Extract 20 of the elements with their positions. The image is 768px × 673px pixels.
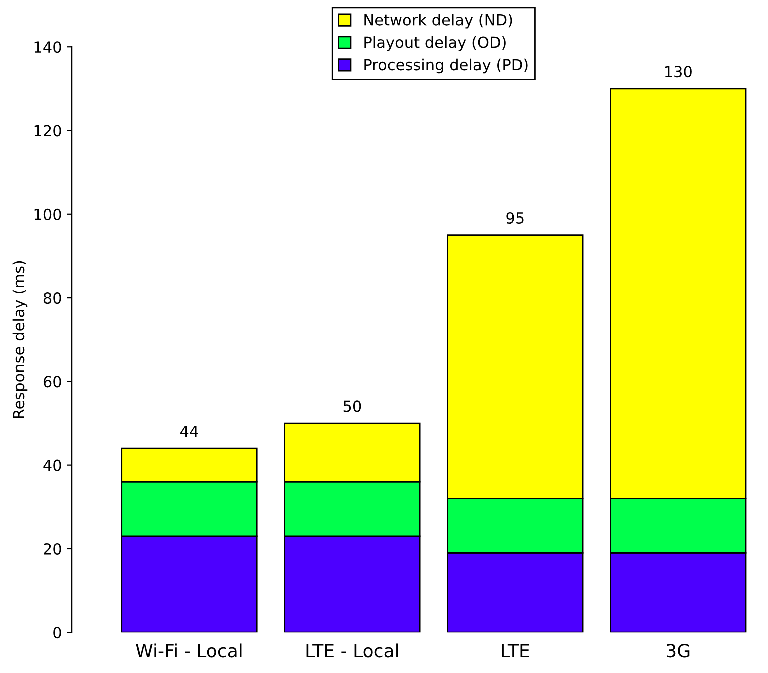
x-tick-label: LTE: [502, 644, 530, 658]
y-tick-label: 80: [44, 292, 62, 304]
x-tick-label: 3G: [667, 644, 690, 658]
y-axis-title: Response delay (ms): [12, 261, 28, 418]
x-tick-label: LTE - Local: [306, 644, 398, 658]
total-label: 95: [506, 212, 524, 224]
y-tick-label: 40: [44, 460, 62, 472]
y-tick-label: 100: [34, 208, 62, 220]
total-label: 44: [180, 426, 198, 438]
y-tick-label: 20: [44, 543, 62, 555]
y-tick-label: 60: [44, 376, 62, 388]
y-tick-label: 0: [54, 627, 62, 639]
legend-label: Playout delay (OD): [364, 36, 506, 52]
y-tick-label: 120: [34, 125, 62, 137]
total-label: 50: [344, 400, 362, 412]
y-tick-label: 140: [34, 42, 62, 54]
legend-label: Network delay (ND): [364, 14, 512, 29]
total-label: 130: [665, 66, 692, 78]
legend-label: Processing delay (PD): [364, 58, 528, 74]
x-tick-label: Wi-Fi - Local: [136, 644, 242, 658]
